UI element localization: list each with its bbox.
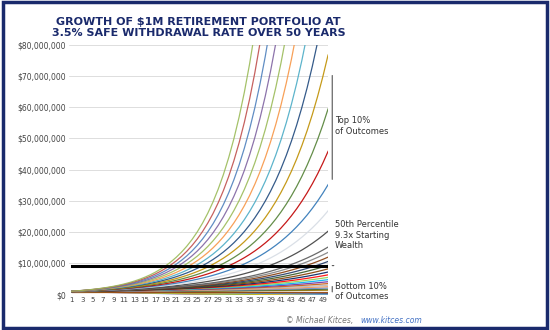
Text: www.kitces.com: www.kitces.com [360,316,422,325]
Text: 50th Percentile
9.3x Starting
Wealth: 50th Percentile 9.3x Starting Wealth [335,220,399,250]
Text: Top 10%
of Outcomes: Top 10% of Outcomes [335,116,388,136]
Text: © Michael Kitces,: © Michael Kitces, [286,316,353,325]
Text: Bottom 10%
of Outcomes: Bottom 10% of Outcomes [335,282,388,301]
Title: GROWTH OF $1M RETIREMENT PORTFOLIO AT
3.5% SAFE WITHDRAWAL RATE OVER 50 YEARS: GROWTH OF $1M RETIREMENT PORTFOLIO AT 3.… [52,16,345,38]
